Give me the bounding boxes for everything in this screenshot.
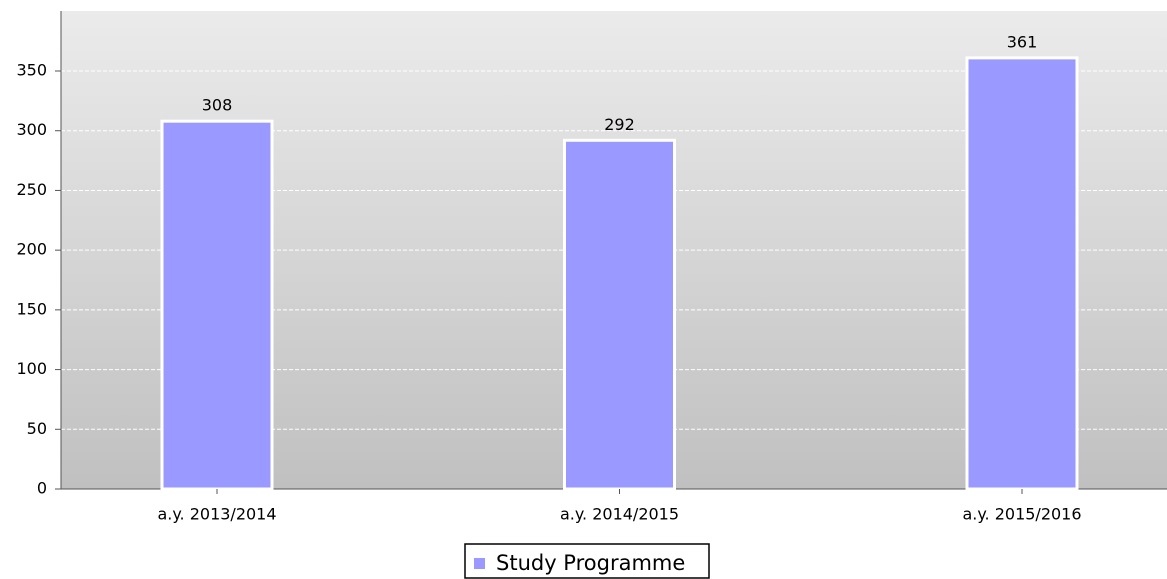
y-tick-label: 150	[16, 299, 47, 318]
y-tick-label: 50	[27, 419, 47, 438]
y-tick-label: 350	[16, 61, 47, 80]
y-tick-label: 300	[16, 120, 47, 139]
bar	[160, 119, 274, 491]
legend-label: Study Programme	[496, 551, 685, 575]
data-label: 308	[202, 96, 233, 115]
bar	[965, 56, 1079, 491]
data-label: 361	[1007, 32, 1038, 51]
y-tick-label: 250	[16, 180, 47, 199]
y-tick-label: 100	[16, 359, 47, 378]
data-label: 292	[604, 115, 635, 134]
legend-box	[464, 543, 710, 579]
y-tick-label: 200	[16, 240, 47, 259]
bar	[563, 138, 676, 491]
x-tick-label: a.y. 2013/2014	[157, 505, 276, 524]
y-tick-label: 0	[37, 479, 47, 498]
legend-swatch	[474, 558, 485, 569]
x-tick-label: a.y. 2015/2016	[962, 505, 1081, 524]
x-tick-label: a.y. 2014/2015	[560, 505, 679, 524]
